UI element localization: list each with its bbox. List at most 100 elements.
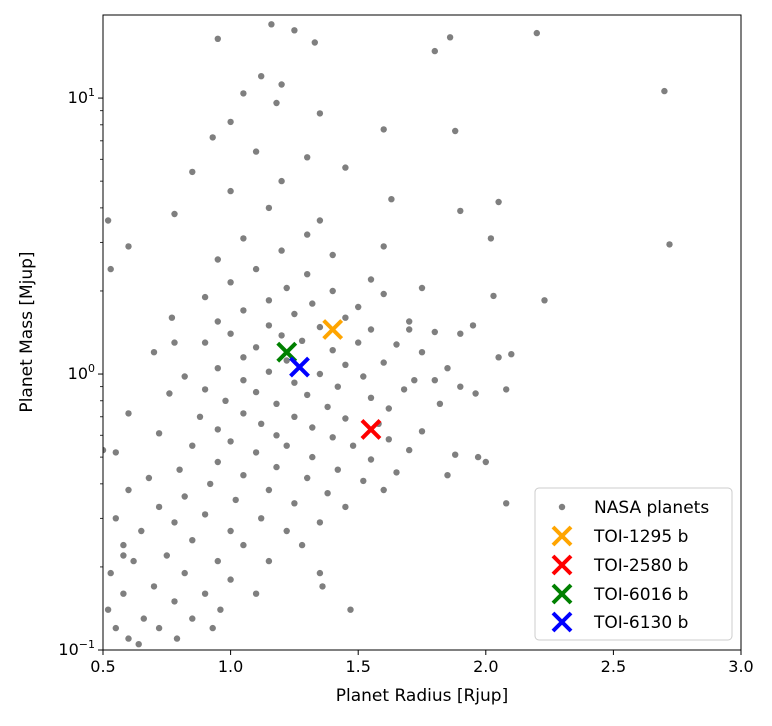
nasa-planet-point (176, 466, 183, 473)
nasa-planet-point (490, 292, 497, 300)
nasa-planet-point (469, 322, 477, 329)
nasa-planet-point (283, 357, 290, 364)
nasa-planet-point (130, 557, 137, 565)
nasa-planet-point (150, 583, 158, 590)
nasa-planet-point (457, 207, 464, 215)
nasa-planet-point (380, 243, 387, 250)
nasa-planet-point (319, 583, 326, 590)
nasa-planet-point (120, 552, 127, 559)
legend-box (534, 487, 733, 641)
nasa-planet-point (189, 615, 196, 622)
nasa-planet-point (155, 430, 163, 437)
nasa-planet-point (181, 569, 188, 577)
nasa-planet-point (265, 204, 273, 212)
nasa-planet-point (168, 314, 176, 321)
nasa-planet-point (291, 310, 298, 318)
nasa-planet-point (209, 624, 216, 632)
nasa-planet-point (304, 271, 311, 278)
nasa-planet-point (107, 569, 114, 577)
nasa-planet-point (140, 615, 147, 622)
nasa-planet-point (268, 21, 275, 28)
nasa-planet-point (201, 511, 209, 518)
nasa-planet-point (252, 449, 260, 456)
nasa-planet-point (380, 359, 387, 366)
nasa-planet-point (227, 576, 234, 583)
nasa-planet-point (406, 326, 413, 333)
nasa-planet-point (120, 590, 127, 597)
nasa-planet-point (252, 344, 260, 351)
nasa-planet-point (541, 297, 548, 304)
nasa-planet-point (418, 428, 426, 435)
nasa-planet-point (265, 322, 273, 329)
nasa-planet-point (661, 87, 668, 95)
nasa-planet-point (214, 256, 221, 263)
nasa-planet-point (145, 474, 153, 482)
nasa-planet-point (125, 486, 132, 494)
legend: NASA planets TOI-1295 b TOI-2580 b TOI-6016… (534, 487, 733, 641)
nasa-planet-point (316, 370, 324, 378)
nasa-planet-point (291, 379, 298, 386)
nasa-planet-point (380, 126, 387, 133)
nasa-planet-point (411, 377, 418, 384)
legend-marker (551, 554, 573, 576)
nasa-planet-point (355, 339, 362, 346)
y-tick-label: 100 (68, 362, 95, 383)
highlight-marker-toi-6130-b (289, 356, 310, 378)
nasa-planet-point (214, 426, 221, 433)
nasa-planet-point (258, 420, 265, 427)
nasa-planet-point (173, 635, 181, 642)
y-axis-title: Planet Mass [Mjup] (17, 251, 37, 412)
nasa-planet-point (508, 351, 515, 358)
y-axis: 10−1 100 101 (58, 86, 103, 659)
nasa-planet-point (138, 527, 145, 535)
nasa-planet-point (283, 284, 290, 292)
nasa-planet-point (155, 503, 163, 511)
nasa-planet-point (227, 330, 234, 337)
nasa-planet-point (265, 557, 273, 565)
nasa-planet-point (355, 303, 362, 311)
nasa-planet-point (436, 400, 444, 407)
nasa-planet-point (125, 243, 132, 250)
nasa-planet-point (278, 247, 285, 254)
legend-label: TOI-1295 b (593, 527, 688, 547)
nasa-planet-point (360, 373, 367, 380)
x-tick-label: 3.0 (728, 657, 753, 676)
legend-label: TOI-2580 b (593, 556, 688, 576)
nasa-planet-point (155, 624, 163, 632)
nasa-planet-point (163, 552, 170, 559)
nasa-planet-point (406, 318, 413, 325)
nasa-planet-point (393, 469, 400, 476)
nasa-planet-point (444, 472, 451, 479)
nasa-planet-point (227, 438, 234, 445)
legend-label: NASA planets (594, 498, 709, 518)
nasa-planet-point (227, 187, 234, 195)
nasa-planet-point (252, 265, 260, 273)
nasa-planet-point (104, 606, 112, 613)
nasa-planet-point (171, 519, 178, 526)
legend-marker-nasa (558, 503, 566, 511)
nasa-planet-point (104, 217, 112, 224)
nasa-planet-point (533, 29, 540, 37)
nasa-planet-point (316, 217, 324, 224)
nasa-planet-point (393, 341, 400, 348)
legend-marker (551, 525, 573, 547)
nasa-planet-point (418, 284, 426, 292)
nasa-planet-point (334, 383, 341, 390)
nasa-planet-point (367, 456, 375, 463)
nasa-planet-point (406, 446, 413, 454)
nasa-planet-point (107, 265, 114, 273)
nasa-planet-point (227, 118, 234, 126)
y-tick-label: 101 (68, 86, 95, 107)
nasa-planet-point (309, 453, 316, 461)
nasa-planet-point (214, 365, 221, 372)
nasa-planet-point (265, 297, 273, 304)
nasa-planet-point (367, 276, 375, 283)
nasa-planet-point (329, 434, 336, 441)
nasa-planet-point (240, 410, 247, 417)
nasa-planet-point (258, 515, 265, 522)
legend-label: TOI-6130 b (593, 613, 688, 633)
nasa-planet-point (112, 624, 120, 632)
nasa-planet-point (171, 339, 178, 346)
nasa-planet-point (388, 196, 395, 203)
